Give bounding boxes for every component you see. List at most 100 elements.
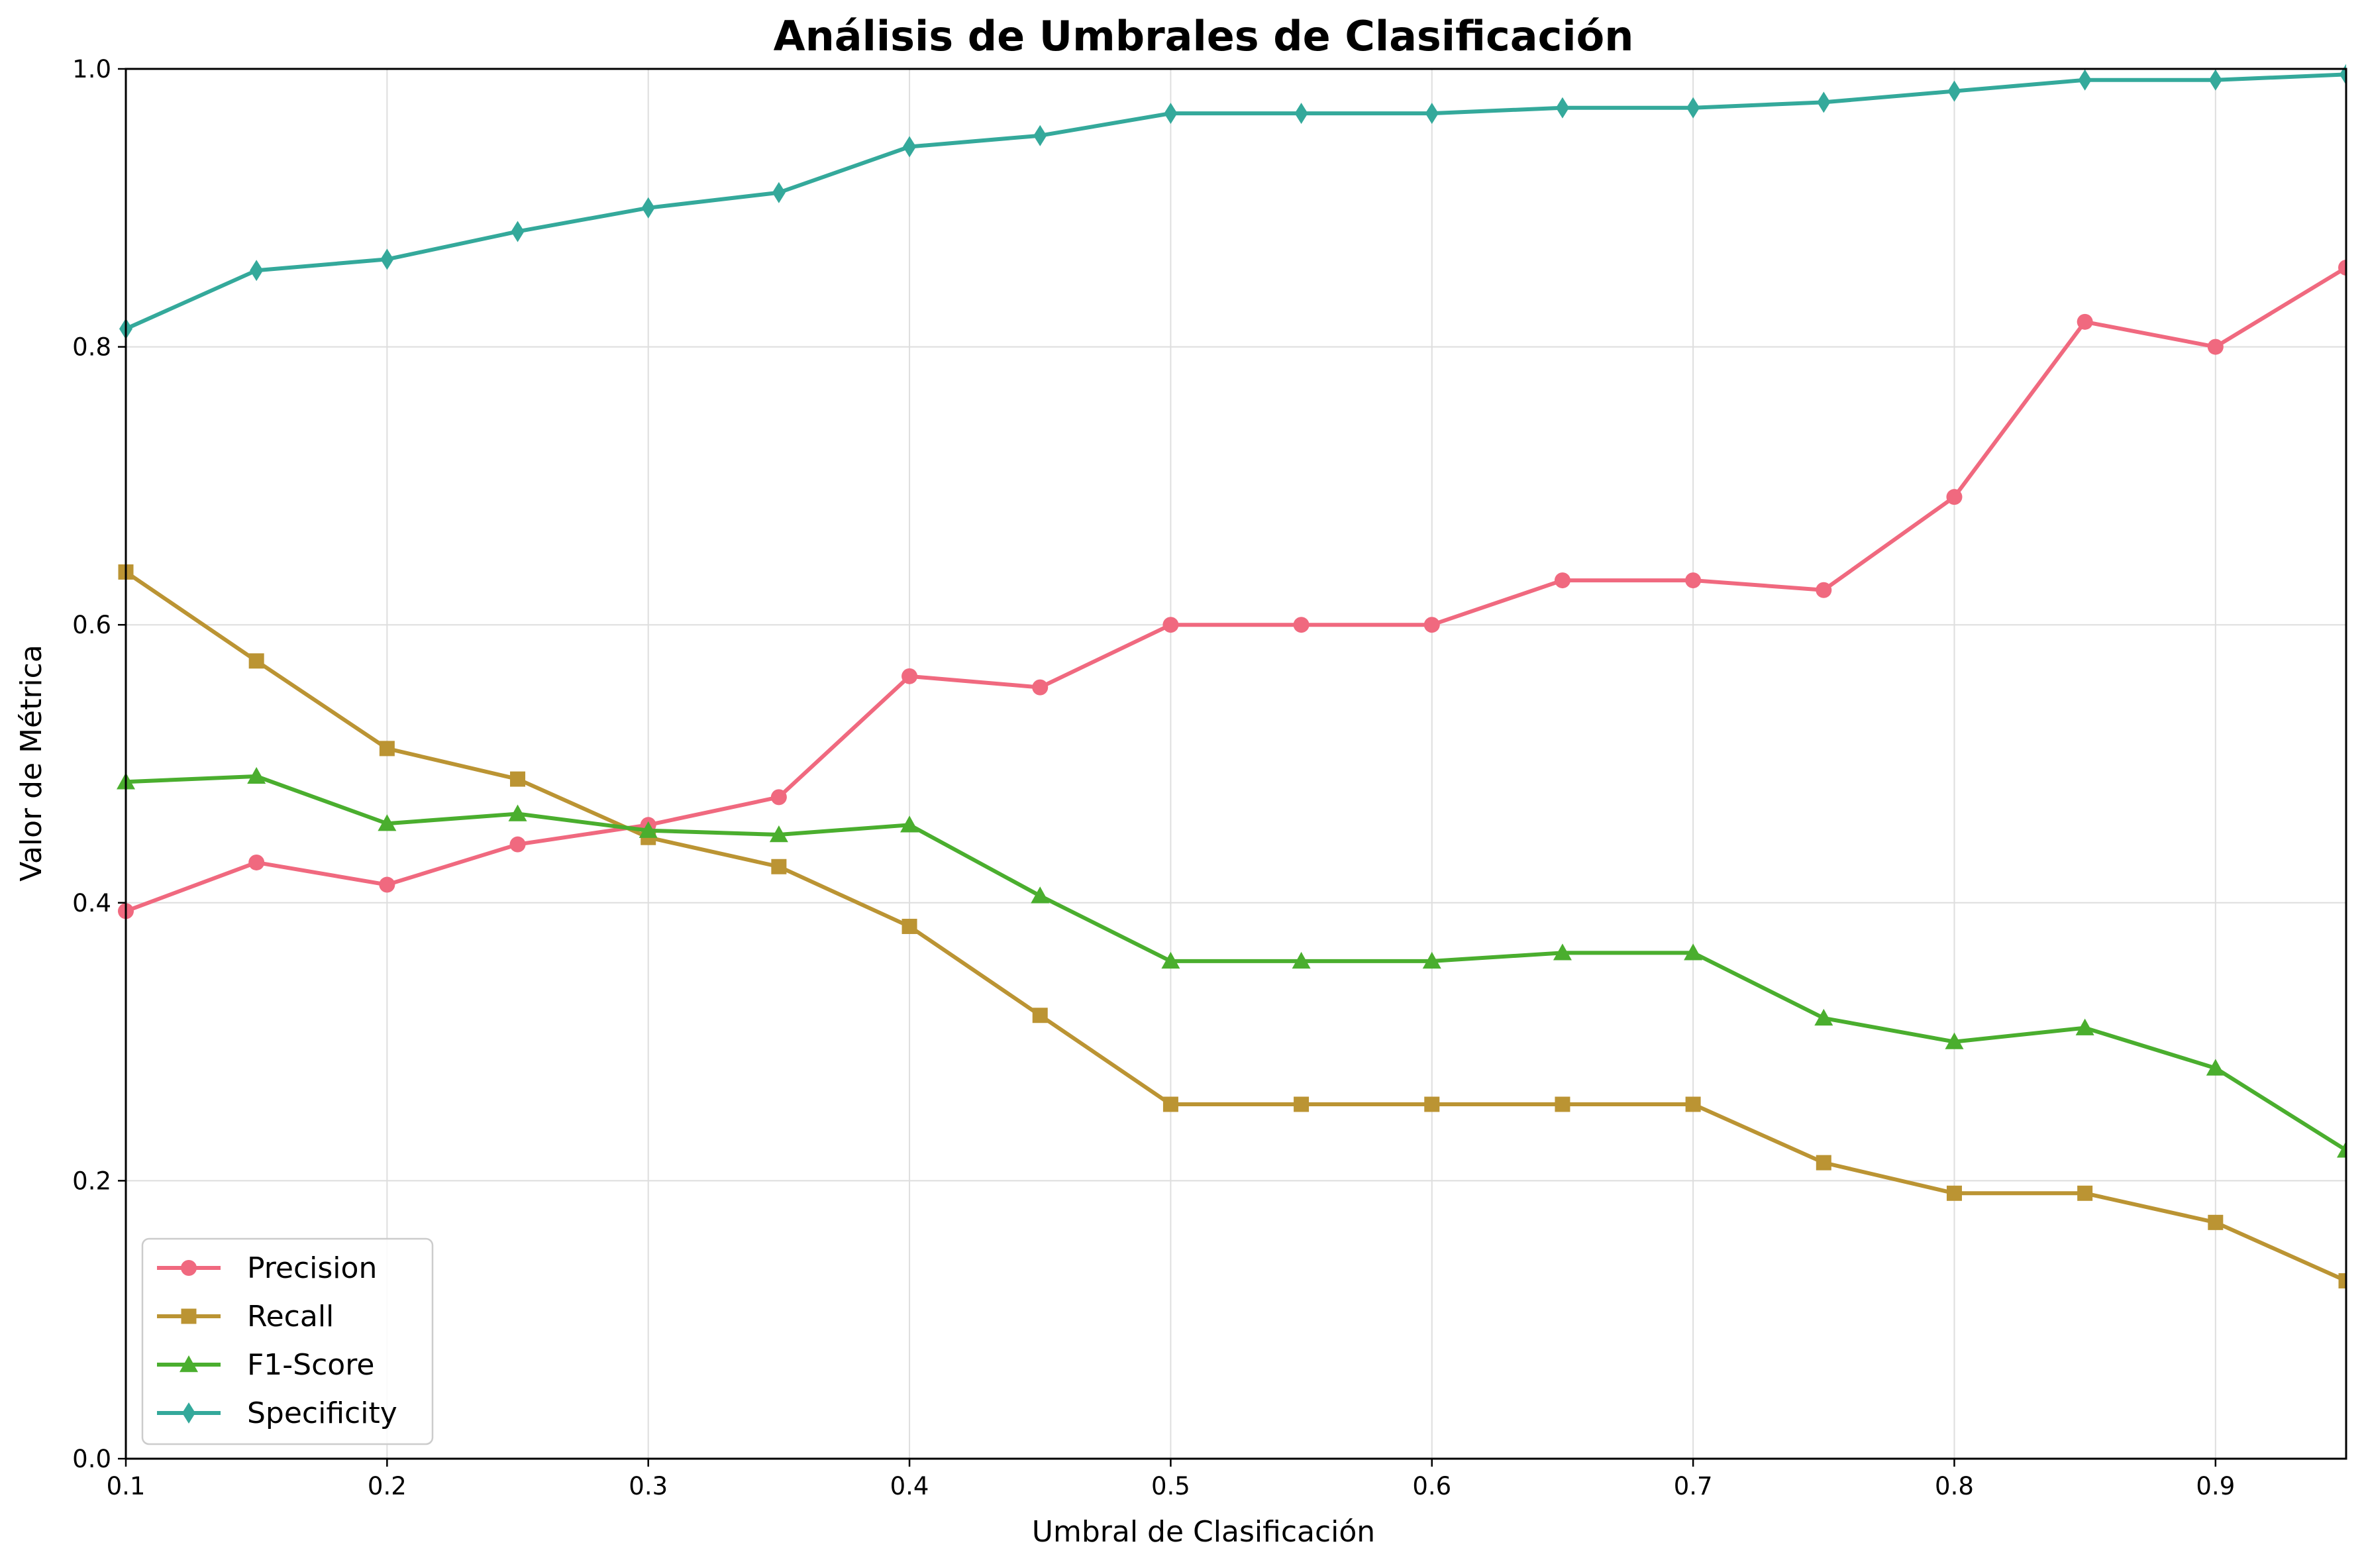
data-point [1032,1008,1048,1023]
x-tick-label: 0.9 [2196,1472,2235,1500]
legend-item-specificity: Specificity [157,1396,397,1430]
data-point [1422,951,1441,969]
data-point [1032,679,1049,696]
legend-swatch-marker [180,1355,198,1373]
legend-swatch-marker [181,1308,197,1324]
data-point [1554,572,1570,589]
data-point [1814,1008,1833,1026]
data-point [2078,69,2092,91]
x-axis-label: Umbral de Clasificación [1032,1515,1375,1549]
chart-title: Análisis de Umbrales de Clasificación [774,12,1634,60]
data-point [2337,1141,2346,1158]
data-point [903,136,917,158]
data-point [1293,617,1310,633]
series-line [124,570,2346,1283]
y-tick-label: 0.8 [72,333,111,362]
legend-label: Recall [247,1300,334,1333]
series-f1-score [117,766,2346,1158]
legend-label: F1-Score [247,1348,374,1382]
data-point [508,804,527,821]
data-point [509,836,526,853]
data-point [2077,313,2093,330]
data-point [1816,582,1832,598]
data-point [2206,1059,2225,1076]
data-point [1161,951,1180,969]
x-tick-label: 0.4 [890,1472,929,1500]
y-tick-label: 0.0 [72,1445,111,1473]
data-point [2207,339,2224,355]
legend-label: Precision [247,1251,377,1285]
data-point [1946,1185,1962,1201]
data-point [1946,489,1963,505]
data-point [769,825,788,843]
y-tick-label: 0.6 [72,611,111,639]
data-point [2208,69,2222,91]
data-point [1162,1096,1178,1112]
data-point [380,248,394,270]
data-point [1553,943,1572,961]
data-point [1945,1032,1964,1049]
y-axis-label: Valor de Métrica [15,645,48,882]
data-point [378,814,397,831]
data-point [1816,1155,1831,1171]
legend: Precision Recall F1-Score Specificity [141,1237,434,1445]
x-tick-label: 0.7 [1674,1472,1713,1500]
data-point [1947,80,1961,102]
legend-item-precision: Precision [157,1251,377,1285]
data-point [641,197,655,219]
data-point [1423,617,1440,633]
data-point [1685,572,1702,589]
legend-swatch-marker [182,1402,195,1424]
data-point [1817,91,1831,113]
data-point [1555,97,1569,119]
axes-frame [125,68,2347,1460]
data-point [2075,1018,2094,1035]
legend-item-recall: Recall [157,1300,334,1333]
data-point [770,789,787,806]
data-point [2338,1273,2346,1288]
data-point [247,766,266,784]
y-tick-label: 1.0 [72,55,111,83]
x-tick-label: 0.2 [368,1472,407,1500]
data-point [379,876,395,893]
data-point [1294,103,1308,125]
data-point [901,918,917,934]
x-tick-label: 0.6 [1412,1472,1451,1500]
data-point [2077,1185,2093,1201]
data-point [379,741,395,757]
y-tick-label: 0.4 [72,889,111,917]
data-point [1685,1096,1701,1112]
plot-area: 0.1 0.2 0.3 0.4 0.5 0.6 0.7 0.8 0.9 0.0 0.2 0.4 0.6 0… [72,55,2347,1500]
data-point [1555,1096,1570,1112]
data-point [1294,1096,1310,1112]
data-point [1684,943,1703,961]
legend-frame [141,1237,434,1445]
data-point [901,668,918,684]
x-tick-label: 0.3 [629,1472,668,1500]
series-layer [117,64,2346,1288]
y-tick-label: 0.2 [72,1167,111,1195]
data-point [248,653,264,669]
data-point [639,821,658,838]
data-point [250,260,264,282]
series-specificity [119,64,2346,340]
data-point [1162,617,1179,633]
legend-swatch-marker [181,1260,197,1276]
data-point [2208,1214,2224,1230]
series-recall [118,564,2346,1288]
data-point [772,182,786,203]
x-tick-label: 0.5 [1151,1472,1190,1500]
data-point [1031,886,1050,904]
legend-item-f1-score: F1-Score [157,1348,374,1382]
data-point [771,859,787,874]
tick-layer: 0.1 0.2 0.3 0.4 0.5 0.6 0.7 0.8 0.9 0.0 0.2 0.4 0.6 0… [72,55,2235,1500]
data-point [1292,951,1311,969]
series-line [124,266,2346,914]
data-point [1424,1096,1440,1112]
series-line [124,774,2346,1153]
x-tick-label: 0.1 [107,1472,146,1500]
data-point [248,854,265,870]
x-tick-label: 0.8 [1935,1472,1974,1500]
